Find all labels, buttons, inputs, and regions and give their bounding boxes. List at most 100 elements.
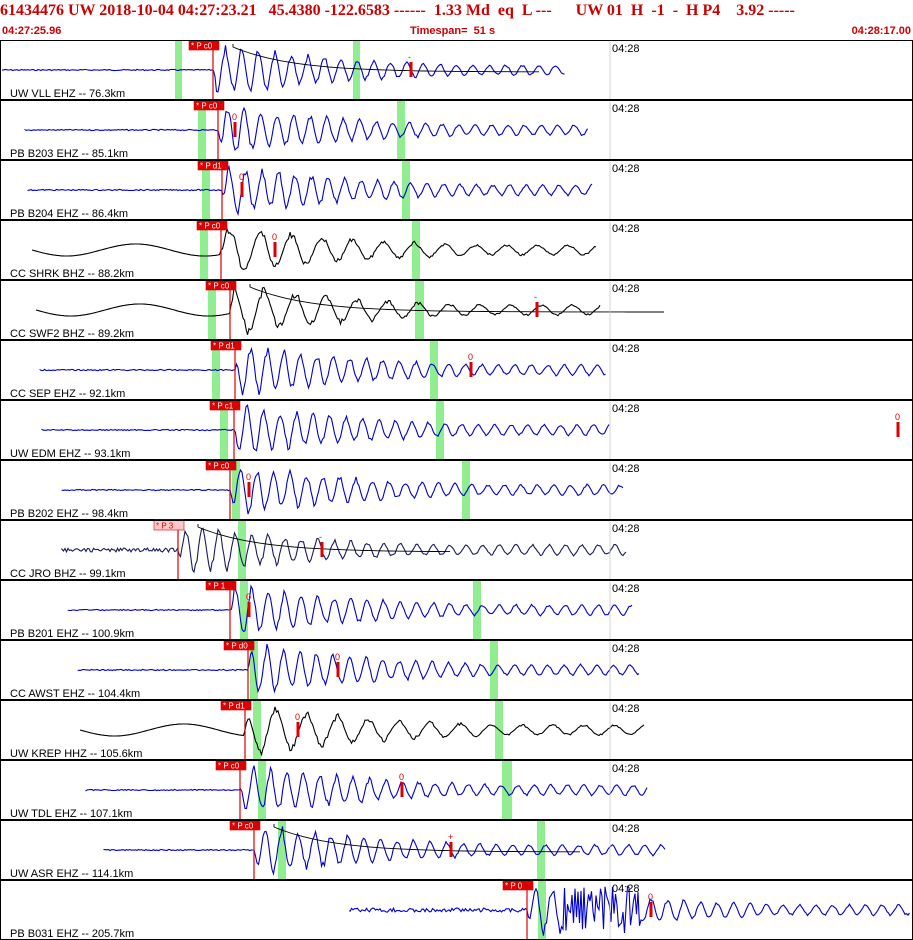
trace-panel[interactable]: * P c0 +04:28 UW ASR EHZ -- 114.1km	[0, 819, 913, 880]
pick-flag-label[interactable]: * P c0	[208, 282, 230, 291]
waveform	[79, 706, 645, 757]
panel-border	[0, 520, 913, 580]
phase-window	[462, 461, 470, 519]
pick-flag-label[interactable]: * P d1	[223, 702, 245, 711]
station-label: UW KREP HHZ -- 105.6km	[10, 748, 142, 760]
trace-panel[interactable]: * P c0 0 04:28 UW TDL EHZ -- 107.1km	[0, 759, 913, 820]
waveform	[31, 226, 597, 271]
amplitude-label: 0	[246, 472, 251, 482]
time-mark-label: 04:28	[612, 523, 640, 535]
waveform	[1, 45, 565, 93]
time-mark-label: 04:28	[612, 43, 640, 55]
event-header: 61434476 UW 2018-10-04 04:27:23.21 45.43…	[0, 0, 913, 40]
trace-panel[interactable]: * P c0 0 04:28 PB B203 EHZ -- 85.1km	[0, 99, 913, 160]
coda-curve	[249, 284, 664, 313]
station-label: CC JRO BHZ -- 99.1km	[10, 568, 126, 580]
amplitude-tick[interactable]	[896, 422, 900, 437]
phase-window	[208, 281, 216, 339]
trace-panel[interactable]: * P c0 0 04:28 PB B202 EHZ -- 98.4km	[0, 459, 913, 520]
amplitude-label: -	[319, 532, 322, 542]
trace-panel[interactable]: * P c0 - 04:28 CC SWF2 BHZ -- 89.2km	[0, 279, 913, 340]
waveform	[103, 826, 666, 876]
amplitude-label: 0	[232, 112, 237, 122]
waveform	[67, 584, 633, 632]
amplitude-tick[interactable]	[400, 782, 404, 797]
panel-border	[0, 880, 913, 940]
trace-panel[interactable]: * P d0 0 04:28 CC AWST EHZ -- 104.4km	[0, 639, 913, 700]
pick-flag-label[interactable]: * P d0	[226, 642, 248, 651]
amplitude-tick[interactable]	[535, 302, 539, 317]
pick-flag-label[interactable]: * P c0	[218, 762, 240, 771]
trace-panel[interactable]: * P 1 0 04:28 PB B201 EHZ -- 100.9km	[0, 579, 913, 640]
pick-flag-label[interactable]: * P d1	[213, 342, 235, 351]
trace-panel[interactable]: * P c1 0 04:28 UW EDM EHZ -- 93.1km	[0, 399, 913, 460]
phase-window	[200, 221, 208, 279]
pick-flag-label[interactable]: * P c0	[208, 462, 230, 471]
pick-flag-label[interactable]: * P c0	[191, 42, 213, 51]
trace-panel[interactable]: * P c0 0 04:28 CC SHRK BHZ -- 88.2km	[0, 219, 913, 280]
trace-panel[interactable]: * P 3 - 04:28 CC JRO BHZ -- 99.1km	[0, 519, 913, 580]
pick-flag-label[interactable]: * P c0	[232, 822, 254, 831]
station-label: UW TDL EHZ -- 107.1km	[10, 808, 132, 820]
amplitude-tick[interactable]	[469, 362, 473, 377]
station-label: PB B203 EHZ -- 85.1km	[10, 148, 128, 160]
phase-window	[397, 101, 405, 159]
amplitude-tick[interactable]	[240, 182, 244, 197]
station-label: PB B201 EHZ -- 100.9km	[10, 628, 134, 640]
start-time: 04:27:25.96	[2, 25, 62, 37]
pick-flag-label[interactable]: * P c0	[196, 102, 218, 111]
amplitude-tick[interactable]	[273, 242, 277, 257]
station-label: CC AWST EHZ -- 104.4km	[10, 688, 140, 700]
station-label: PB B204 EHZ -- 86.4km	[10, 208, 128, 220]
amplitude-tick[interactable]	[233, 122, 237, 137]
pick-flag-label[interactable]: * P c1	[212, 402, 234, 411]
trace-panel[interactable]: * P d1 0 04:28 CC SEP EHZ -- 92.1km	[0, 339, 913, 400]
trace-panel[interactable]: * P 0 0 04:28 PB B031 EHZ -- 205.7km	[0, 879, 913, 940]
station-label: PB B202 EHZ -- 98.4km	[10, 508, 128, 520]
pick-flag-label[interactable]: * P d1	[200, 162, 222, 171]
coda-curve	[232, 44, 539, 73]
waveform	[85, 765, 648, 810]
amplitude-label: 0	[295, 712, 300, 722]
amplitude-tick[interactable]	[247, 602, 251, 617]
amplitude-tick[interactable]	[449, 842, 453, 857]
time-mark-label: 04:28	[612, 883, 640, 895]
phase-window	[415, 281, 424, 339]
trace-panel[interactable]: * P d1 0 04:28 UW KREP HHZ -- 105.6km	[0, 699, 913, 760]
waveform	[77, 643, 640, 694]
amplitude-tick[interactable]	[409, 62, 413, 77]
amplitude-tick[interactable]	[247, 482, 251, 497]
amplitude-label: 0	[239, 172, 244, 182]
pick-flag-label[interactable]: * P 0	[505, 882, 523, 891]
pick-flag-label[interactable]: * P 1	[208, 582, 226, 591]
trace-panel[interactable]: * P d1 0 04:28 PB B204 EHZ -- 86.4km	[0, 159, 913, 220]
waveform	[39, 346, 606, 396]
station-label: CC SHRK BHZ -- 88.2km	[10, 268, 134, 280]
phase-window	[473, 581, 481, 639]
amplitude-tick[interactable]	[649, 902, 653, 917]
phase-window	[278, 821, 286, 879]
station-label: UW EDM EHZ -- 93.1km	[10, 448, 130, 460]
amplitude-label: 0	[399, 772, 404, 782]
phase-window	[502, 761, 512, 819]
phase-window	[238, 521, 246, 579]
pick-flag-label[interactable]: * P c0	[199, 222, 221, 231]
time-mark-label: 04:28	[612, 703, 640, 715]
coda-curve	[273, 824, 580, 853]
amplitude-tick[interactable]	[336, 662, 340, 677]
phase-window	[436, 401, 444, 459]
waveform	[35, 286, 601, 335]
phase-window	[258, 761, 266, 819]
pick-flag-label[interactable]: * P 3	[156, 522, 174, 531]
trace-panel[interactable]: * P c0 - 04:28 UW VLL EHZ -- 76.3km	[0, 39, 913, 100]
waveform	[41, 404, 610, 452]
amplitude-tick[interactable]	[320, 542, 324, 557]
time-mark-label: 04:28	[612, 763, 640, 775]
time-mark-label: 04:28	[612, 103, 640, 115]
coda-curve	[197, 524, 450, 553]
panel-border	[0, 220, 913, 280]
trace-panels: * P c0-04:28 UW VLL EHZ -- 76.3km * P c0 0 0…	[0, 39, 913, 940]
amplitude-tick[interactable]	[296, 722, 300, 737]
waveform	[24, 106, 588, 152]
